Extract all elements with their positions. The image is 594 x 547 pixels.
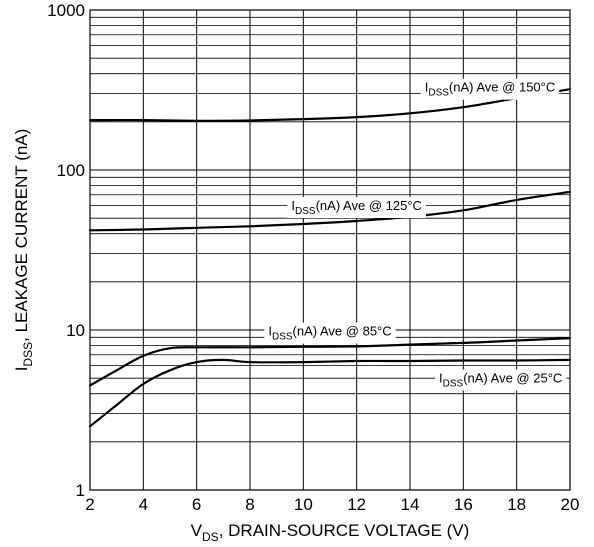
x-tick-label: 4 xyxy=(139,495,148,514)
x-axis-label: VDS, DRAIN-SOURCE VOLTAGE (V) xyxy=(191,521,470,544)
x-tick-label: 6 xyxy=(192,495,201,514)
x-tick-label: 18 xyxy=(507,495,526,514)
annotation-background xyxy=(435,369,567,391)
y-axis-label: IDSS, LEAKAGE CURRENT (nA) xyxy=(12,129,35,372)
data-curves xyxy=(88,88,572,428)
x-tick-label: 14 xyxy=(401,495,420,514)
series-line xyxy=(88,88,572,122)
series-annotation: IDSS(nA) Ave @ 150°C xyxy=(425,80,556,99)
annotation-background xyxy=(420,78,560,100)
series-annotations: IDSS(nA) Ave @ 150°C IDSS(nA) Ave @ 125°C… xyxy=(264,78,567,391)
series-line xyxy=(88,337,572,387)
x-tick-label: 8 xyxy=(245,495,254,514)
x-tick-label: 12 xyxy=(347,495,366,514)
chart-grid xyxy=(90,10,570,490)
tick-labels: 2 4 6 8 10 12 14 16 18 20 1 10 100 1000 xyxy=(47,1,579,514)
series-annotation: IDSS(nA) Ave @ 25°C xyxy=(439,370,562,389)
annotation-background xyxy=(264,322,396,344)
x-tick-label: 10 xyxy=(294,495,313,514)
series-annotation: IDSS(nA) Ave @ 125°C xyxy=(291,198,422,217)
x-tick-label: 16 xyxy=(454,495,473,514)
x-tick-label: 2 xyxy=(85,495,94,514)
series-line xyxy=(88,190,572,232)
y-tick-label: 100 xyxy=(57,161,85,180)
y-tick-label: 1 xyxy=(76,481,85,500)
x-tick-label: 20 xyxy=(561,495,580,514)
plot-frame xyxy=(89,9,571,491)
y-tick-label: 10 xyxy=(66,321,85,340)
series-line xyxy=(88,358,572,428)
series-annotation: IDSS(nA) Ave @ 85°C xyxy=(268,324,391,343)
y-tick-label: 1000 xyxy=(47,1,85,20)
annotation-background xyxy=(287,197,426,219)
